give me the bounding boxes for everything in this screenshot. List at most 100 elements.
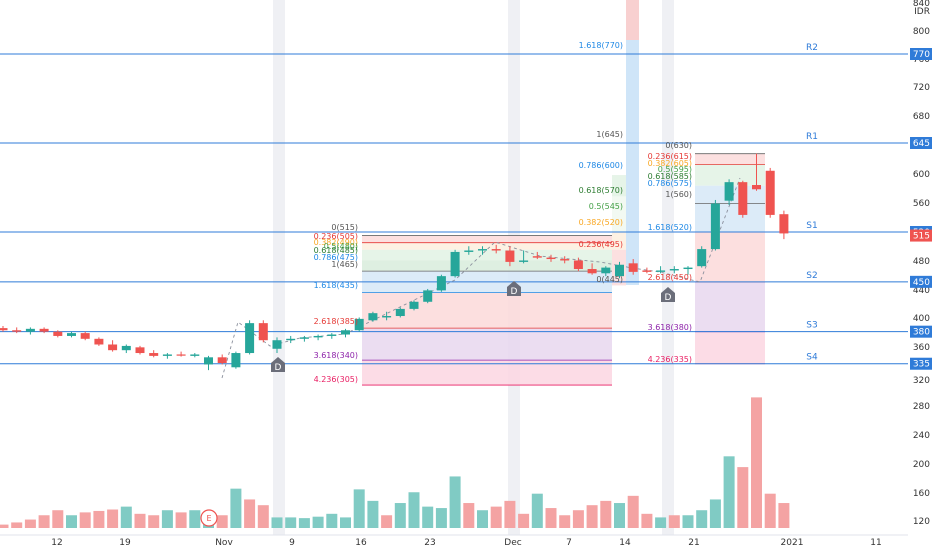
candle[interactable] [436, 276, 446, 291]
candle[interactable] [272, 340, 282, 349]
candle[interactable] [0, 328, 8, 331]
candle[interactable] [546, 257, 556, 260]
candle[interactable] [601, 267, 611, 274]
volume-bar [408, 492, 420, 528]
event-markers: D D D E [200, 281, 675, 527]
candle[interactable] [245, 323, 255, 354]
candle[interactable] [313, 335, 323, 338]
candle[interactable] [299, 337, 309, 339]
candle[interactable] [231, 353, 241, 368]
dividend-marker[interactable] [507, 281, 521, 296]
candle[interactable] [25, 328, 35, 332]
candle[interactable] [752, 185, 761, 190]
candle[interactable] [176, 354, 186, 356]
candle[interactable] [656, 270, 666, 272]
candle[interactable] [423, 290, 433, 302]
candle[interactable] [560, 259, 570, 261]
candle[interactable] [532, 256, 542, 258]
dividend-marker[interactable] [661, 287, 675, 302]
candle[interactable] [642, 270, 652, 272]
volume-bar [148, 515, 160, 528]
volume-bar [161, 510, 173, 528]
candle[interactable] [724, 182, 734, 201]
candle[interactable] [121, 345, 131, 351]
level-label-s2: S2 [806, 271, 817, 281]
volume-bar [134, 513, 146, 528]
candle[interactable] [327, 334, 337, 336]
candle[interactable] [683, 267, 693, 270]
candle[interactable] [258, 323, 268, 341]
fib-zone [695, 164, 765, 186]
earnings-marker[interactable] [200, 509, 218, 527]
time-tick-label: Nov [215, 538, 233, 548]
fib-labels: 0(515)0.236(505)0.382(490)0.5(480)0.618(… [314, 41, 692, 384]
candle[interactable] [108, 344, 118, 351]
volume-bar [120, 506, 132, 528]
fib-label: 0.618(585) [648, 172, 692, 181]
dividend-marker[interactable] [271, 357, 285, 372]
volume-bar [709, 499, 721, 528]
price-tick-label: 840 [913, 0, 930, 9]
time-axis: 12 19 Nov 9 16 23 Dec 7 14 21 2021 11 [0, 534, 908, 550]
candle[interactable] [738, 182, 748, 215]
candle[interactable] [341, 330, 350, 335]
candle[interactable] [94, 338, 104, 345]
candle[interactable] [491, 249, 501, 251]
candle[interactable] [505, 250, 515, 262]
candle[interactable] [519, 260, 529, 262]
price-tick-label: 320 [913, 376, 930, 386]
candle[interactable] [573, 260, 583, 270]
time-tick-label: 11 [870, 538, 881, 548]
candle[interactable] [204, 357, 213, 365]
candle[interactable] [382, 316, 392, 318]
price-tag [910, 275, 932, 288]
volume-bar [490, 506, 502, 528]
candle[interactable] [697, 249, 707, 267]
candle[interactable] [409, 301, 419, 309]
time-tick-label: 16 [355, 538, 367, 548]
candle[interactable] [628, 263, 638, 272]
volume-bar [38, 515, 50, 528]
candle[interactable] [53, 331, 63, 336]
price-tick-label: 800 [913, 27, 930, 37]
candle[interactable] [135, 347, 145, 354]
candle[interactable] [615, 264, 624, 277]
fib-zone [695, 331, 765, 364]
price-tick-label: 600 [913, 170, 930, 180]
candle[interactable] [669, 269, 679, 271]
candle[interactable] [39, 328, 49, 332]
volume-bar [477, 510, 488, 528]
candle[interactable] [710, 203, 720, 250]
candle[interactable] [464, 250, 474, 252]
candle[interactable] [12, 330, 22, 332]
candle[interactable] [395, 308, 405, 317]
candle[interactable] [149, 353, 159, 356]
candle[interactable] [286, 338, 296, 341]
fib-label: 0.786(575) [648, 179, 692, 188]
candle[interactable] [67, 333, 76, 336]
fib-label: 4.236(335) [648, 355, 692, 364]
candle[interactable] [779, 214, 789, 234]
fib-label: 3.618(380) [648, 323, 692, 332]
level-label-s3: S3 [806, 321, 817, 331]
fib-label: 4.236(305) [314, 375, 358, 384]
volume-bar [614, 503, 625, 528]
candle[interactable] [450, 251, 460, 277]
fib-label: 0.236(505) [314, 232, 358, 241]
candle[interactable] [354, 318, 364, 331]
candle[interactable] [765, 170, 775, 215]
candle[interactable] [587, 269, 597, 274]
volume-bar [668, 515, 680, 528]
candle[interactable] [80, 333, 90, 339]
volume-bar [367, 500, 379, 528]
candle[interactable] [368, 313, 378, 321]
candle[interactable] [478, 249, 487, 251]
candle[interactable] [217, 357, 227, 364]
level-label-r1: R1 [806, 132, 818, 142]
time-tick-label: 9 [289, 538, 295, 548]
candle[interactable] [190, 354, 200, 356]
level-label-s1: S1 [806, 221, 817, 231]
candle[interactable] [162, 354, 172, 356]
volume-bar [682, 515, 694, 528]
